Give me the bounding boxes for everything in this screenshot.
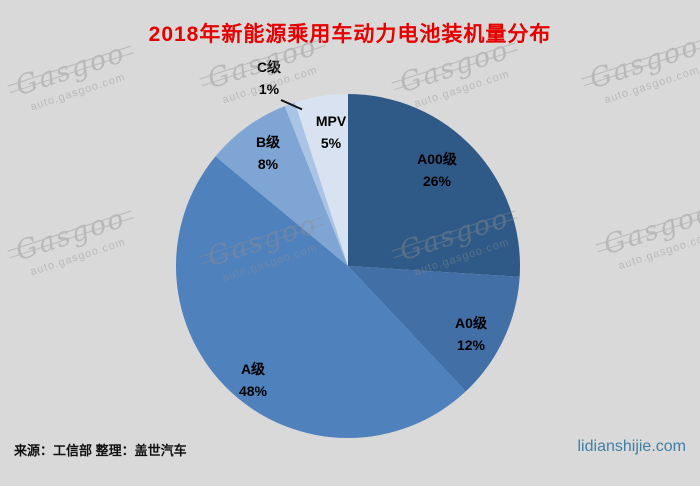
pie-label-a00-name: A00级 — [417, 151, 457, 167]
gasgoo-watermark: Gasgoo auto.gasgoo.com — [4, 201, 141, 283]
gasgoo-watermark: Gasgoo auto.gasgoo.com — [4, 36, 141, 118]
pie-label-a00: A00级 26% — [397, 148, 477, 192]
pie-slice-0 — [348, 94, 520, 277]
pie-label-a0-name: A0级 — [455, 315, 487, 331]
pie-label-mpv: MPV 5% — [291, 110, 371, 154]
pie-label-a0-pct: 12% — [456, 337, 486, 353]
pie-label-c: C级 1% — [229, 56, 309, 100]
gasgoo-watermark-brand: Gasgoo — [4, 201, 137, 270]
site-credit: lidianshijie.com — [577, 438, 687, 455]
pie-label-a-pct: 48% — [238, 383, 268, 399]
source-note: 来源：工信部 整理：盖世汽车 — [14, 443, 187, 458]
pie-label-a0: A0级 12% — [431, 312, 511, 356]
pie-label-c-name: C级 — [256, 59, 282, 75]
gasgoo-watermark-url: auto.gasgoo.com — [28, 71, 128, 114]
page-title: 2018年新能源乘用车动力电池装机量分布 — [148, 23, 552, 46]
pie-label-mpv-pct: 5% — [320, 135, 342, 151]
gasgoo-watermark-url: auto.gasgoo.com — [28, 236, 128, 279]
gasgoo-watermark: Gasgoo auto.gasgoo.com — [592, 195, 700, 277]
gasgoo-watermark-brand: Gasgoo — [592, 195, 700, 264]
pie-label-mpv-name: MPV — [315, 113, 347, 129]
pie-label-a: A级 48% — [213, 358, 293, 402]
pie-slice-3 — [215, 106, 348, 266]
pie-label-b-pct: 8% — [257, 156, 279, 172]
pie-label-a00-pct: 26% — [422, 173, 452, 189]
pie-slice-2 — [175, 156, 466, 438]
pie-slice-5 — [294, 94, 348, 266]
pie-slice-4 — [284, 102, 348, 266]
gasgoo-watermark-url: auto.gasgoo.com — [602, 64, 700, 107]
gasgoo-watermark-url: auto.gasgoo.com — [616, 230, 700, 273]
pie-label-a-name: A级 — [240, 361, 266, 377]
pie-label-c-pct: 1% — [258, 81, 280, 97]
pie-label-b: B级 8% — [228, 131, 308, 175]
pie-label-b-name: B级 — [255, 134, 281, 150]
pie-slice-1 — [348, 266, 520, 392]
pie-chart — [175, 94, 520, 438]
